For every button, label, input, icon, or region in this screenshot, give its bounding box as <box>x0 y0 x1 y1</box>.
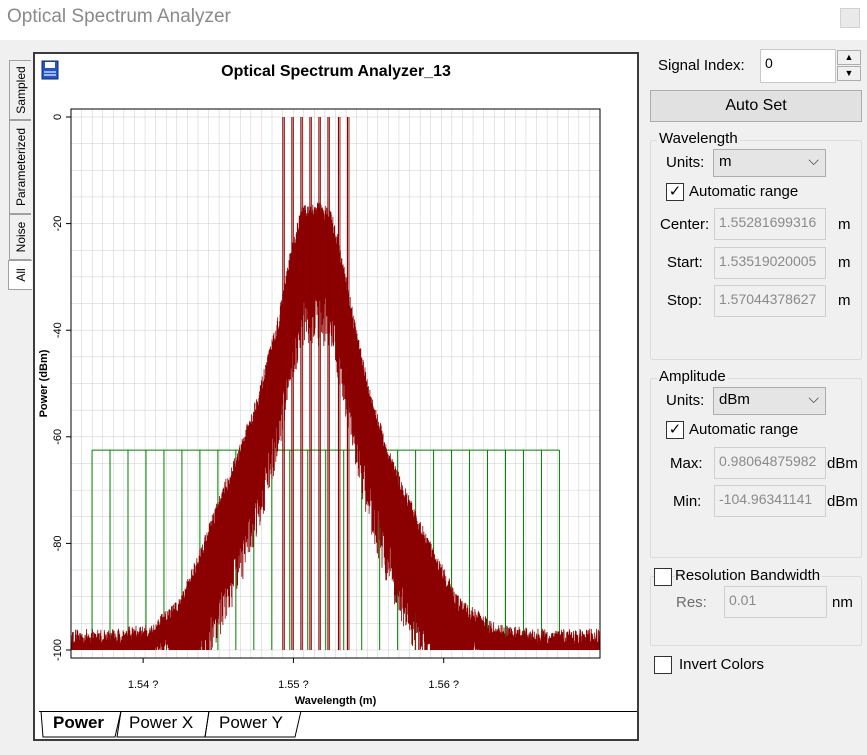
bottom-tabs: Power Power X Power Y <box>39 711 637 738</box>
wavelength-legend: Wavelength <box>657 130 740 147</box>
tab-parameterized[interactable]: Parameterized <box>9 120 31 214</box>
chevron-down-icon: ⌵ <box>808 390 819 406</box>
y-tick-label: -100 <box>52 639 64 661</box>
stop-field[interactable]: 1.57044378627 <box>714 285 826 317</box>
resolution-bandwidth-checkbox[interactable] <box>654 568 672 586</box>
signal-index-label: Signal Index: <box>658 57 745 74</box>
tab-all-label: All <box>13 268 28 282</box>
min-label: Min: <box>673 493 702 510</box>
start-unit: m <box>838 254 851 271</box>
wavelength-auto-range-checkbox[interactable]: ✓ <box>666 183 684 201</box>
tab-sampled-label: Sampled <box>13 66 28 114</box>
amplitude-units-label: Units: <box>666 392 705 409</box>
y-tick-label: -80 <box>52 535 64 551</box>
x-axis-label: Wavelength (m) <box>295 695 377 707</box>
tab-parameterized-label: Parameterized <box>13 127 28 207</box>
side-tabs: Sampled Parameterized Noise All <box>8 60 33 290</box>
save-icon[interactable] <box>41 60 59 80</box>
amplitude-auto-range-label: Automatic range <box>689 421 799 438</box>
center-label: Center: <box>660 216 710 233</box>
signal-index-input[interactable]: 0 <box>760 49 836 83</box>
plot-frame <box>70 108 601 659</box>
spectrum-chart[interactable]: 0 -20 -40 -60 -80 -100 1.54 ? 1.55 ? 1.56 ? Wavel… <box>35 54 637 709</box>
wavelength-group: Wavelength <box>650 130 862 360</box>
wavelength-units-label: Units: <box>666 154 705 171</box>
y-tick-label: -60 <box>52 429 64 445</box>
tab-noise-label: Noise <box>13 221 28 253</box>
window-title: Optical Spectrum Analyzer <box>7 6 231 27</box>
wavelength-units-value: m <box>719 153 732 170</box>
tab-all[interactable]: All <box>8 260 32 290</box>
amplitude-units-value: dBm <box>719 391 750 408</box>
invert-colors-checkbox[interactable] <box>654 656 672 674</box>
plot-title: Optical Spectrum Analyzer_13 <box>221 63 451 80</box>
amplitude-auto-range-checkbox[interactable]: ✓ <box>666 421 684 439</box>
close-button[interactable] <box>840 8 860 28</box>
tab-baseline <box>39 711 637 712</box>
max-unit: dBm <box>827 455 858 472</box>
center-field[interactable]: 1.55281699316 <box>714 208 826 240</box>
max-label: Max: <box>670 455 703 472</box>
max-field[interactable]: 0.98064875982 <box>714 447 826 479</box>
plot-panel: Optical Spectrum Analyzer_13 0 -20 -40 -60 -… <box>33 52 639 741</box>
title-bar: Optical Spectrum Analyzer <box>0 0 867 36</box>
min-unit: dBm <box>827 493 858 510</box>
amplitude-legend: Amplitude <box>657 368 728 385</box>
amplitude-units-select[interactable]: dBm ⌵ <box>713 387 826 415</box>
invert-colors-label: Invert Colors <box>679 656 765 673</box>
res-unit: nm <box>832 594 853 611</box>
min-field[interactable]: -104.96341141 <box>714 485 826 517</box>
wavelength-auto-range-label: Automatic range <box>689 183 799 200</box>
res-label: Res: <box>676 594 707 611</box>
x-tick-label: 1.55 ? <box>278 679 309 691</box>
amplitude-group: Amplitude <box>650 368 862 558</box>
y-tick-label: 0 <box>52 114 64 120</box>
tab-sampled[interactable]: Sampled <box>9 60 31 120</box>
tab-power[interactable]: Power <box>53 713 105 732</box>
tab-outlines <box>40 711 302 738</box>
center-unit: m <box>838 216 851 233</box>
resolution-bandwidth-label: Resolution Bandwidth <box>675 567 823 584</box>
signal-trace <box>70 202 601 651</box>
stop-unit: m <box>838 292 851 309</box>
y-tick-label: -20 <box>52 216 64 232</box>
wavelength-units-select[interactable]: m ⌵ <box>713 149 826 177</box>
start-field[interactable]: 1.53519020005 <box>714 247 826 279</box>
res-field[interactable]: 0.01 <box>724 586 827 618</box>
stop-label: Stop: <box>667 292 703 309</box>
y-axis-label: Power (dBm) <box>38 349 50 417</box>
auto-set-button[interactable]: Auto Set <box>650 90 862 122</box>
x-tick-label: 1.56 ? <box>428 679 459 691</box>
spin-up-button[interactable]: ▲ <box>837 50 861 65</box>
tab-noise[interactable]: Noise <box>9 214 31 260</box>
start-label: Start: <box>667 254 703 271</box>
y-tick-label: -40 <box>52 322 64 338</box>
tab-power-x[interactable]: Power X <box>129 713 194 732</box>
tab-power-y[interactable]: Power Y <box>219 713 283 732</box>
chevron-down-icon: ⌵ <box>808 152 819 168</box>
spin-down-button[interactable]: ▼ <box>837 66 861 81</box>
x-tick-label: 1.54 ? <box>128 679 159 691</box>
